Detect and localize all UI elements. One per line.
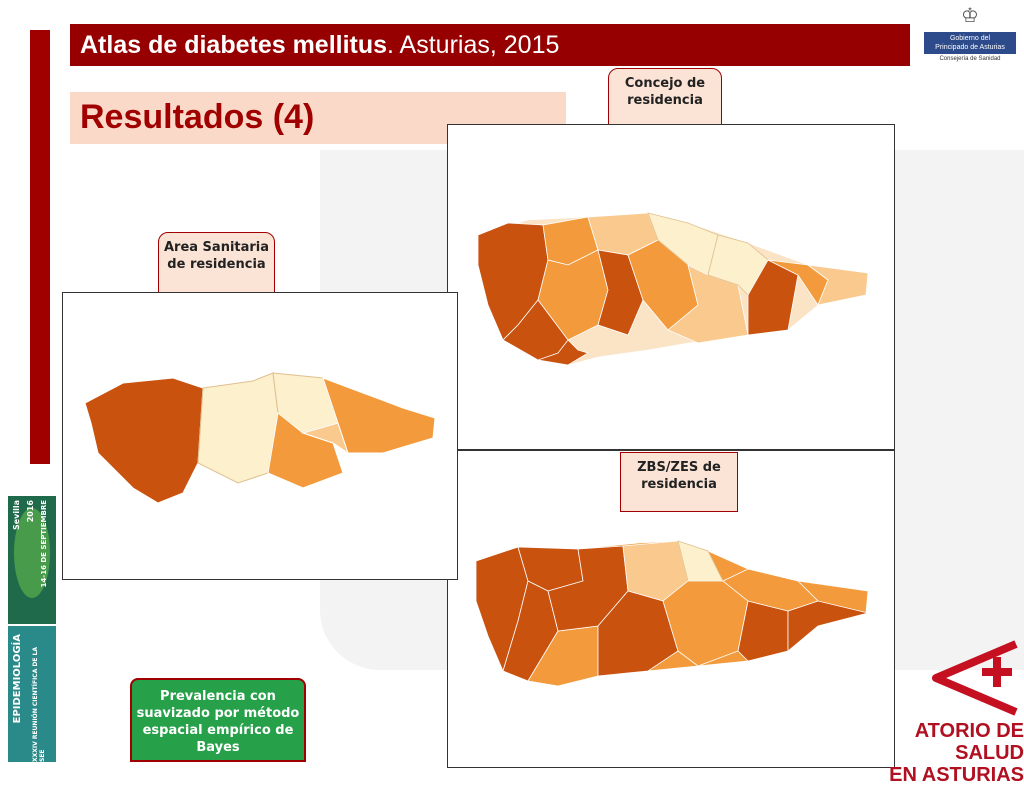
- poster-bottom-line2: XXXIV REUNIÓN CIENTÍFICA DE LA SEE: [32, 646, 46, 762]
- observatorio-logo: [928, 638, 1020, 718]
- slide-header: Atlas de diabetes mellitus. Asturias, 20…: [70, 24, 910, 66]
- map-zbs-svg: [475, 540, 869, 687]
- callout-zbs-label: ZBS/ZES de residencia: [637, 460, 721, 492]
- observatorio-text: ATORIO DE SALUD EN ASTURIAS: [880, 720, 1024, 786]
- header-title-bold: Atlas de diabetes mellitus: [80, 31, 388, 59]
- map-concejo: [447, 124, 895, 450]
- map-region: [747, 259, 799, 336]
- map-concejo-svg: [477, 212, 869, 366]
- poster-top-line1: Sevilla: [12, 500, 21, 531]
- map-area-svg: [84, 372, 436, 504]
- left-accent-bar: [30, 30, 50, 464]
- government-line2: Principado de Asturias: [935, 44, 1005, 51]
- observatorio-line1: ATORIO DE SALUD: [914, 720, 1024, 764]
- poster-top-line2: 2016: [26, 500, 35, 523]
- callout-concejo-label: Concejo de residencia: [624, 76, 706, 108]
- crest-icon: ♔: [961, 3, 979, 27]
- poster-bottom-image: EPIDEMIOLOGÍA XXXIV REUNIÓN CIENTÍFICA D…: [8, 626, 56, 762]
- section-title: Resultados (4): [80, 98, 315, 136]
- tree-shape: [14, 508, 50, 598]
- poster-top-line3: 14-16 DE SEPTIEMBRE: [40, 500, 48, 588]
- government-department: Consejería de Sanidad: [939, 56, 1001, 62]
- map-region: [537, 339, 589, 366]
- poster-bottom-line1: EPIDEMIOLOGÍA: [12, 634, 23, 724]
- callout-concejo: Concejo de residencia: [608, 68, 722, 126]
- government-line1: Gobierno del: [949, 35, 991, 42]
- header-title-rest: . Asturias, 2015: [387, 31, 560, 59]
- map-area-sanitaria: [62, 292, 458, 580]
- callout-area-label: Area Sanitaria de residencia: [163, 240, 270, 272]
- observatorio-line2: EN ASTURIAS: [889, 764, 1024, 786]
- poster-top-image: Sevilla 2016 14-16 DE SEPTIEMBRE: [8, 496, 56, 624]
- method-note-box: Prevalencia con suavizado por método esp…: [130, 678, 306, 762]
- callout-area: Area Sanitaria de residencia: [158, 232, 275, 294]
- callout-zbs: ZBS/ZES de residencia: [620, 452, 738, 512]
- method-note: Prevalencia con suavizado por método esp…: [136, 689, 300, 755]
- map-zbs: [447, 450, 895, 768]
- map-region: [806, 264, 869, 306]
- map-region: [197, 372, 279, 484]
- government-name-box: Gobierno del Principado de Asturias: [924, 32, 1016, 54]
- map-region: [322, 377, 436, 454]
- government-logo: ♔ Gobierno del Principado de Asturias Co…: [924, 4, 1016, 64]
- map-region: [84, 377, 204, 504]
- observatorio-logo-icon: [932, 640, 1018, 716]
